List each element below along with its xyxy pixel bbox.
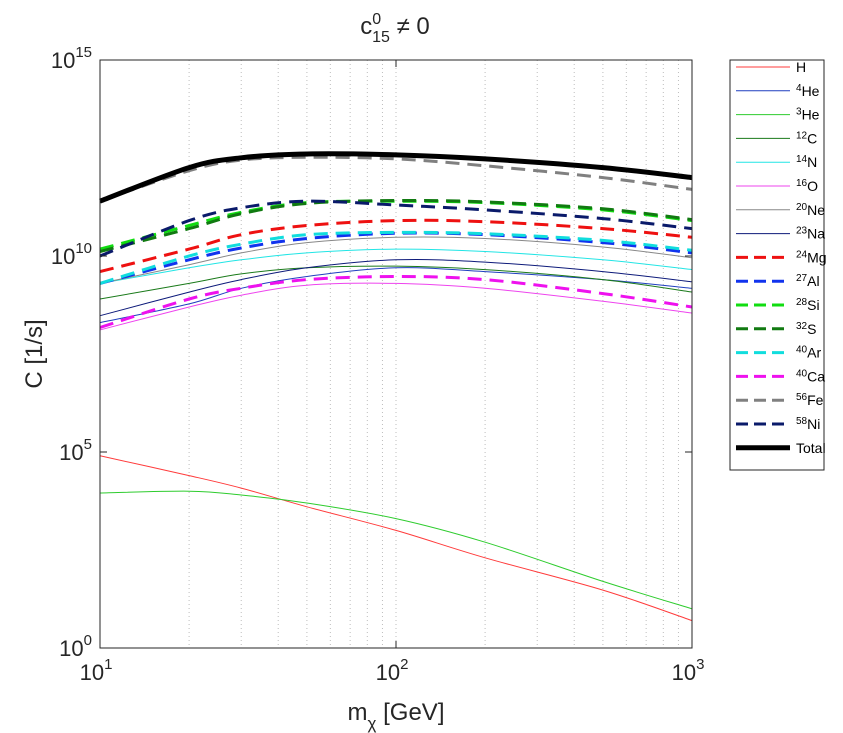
plot-area bbox=[100, 60, 692, 648]
series-line-mg-24 bbox=[99, 218, 693, 274]
x-axis-title-suffix: [GeV] bbox=[376, 699, 444, 726]
series-line-h bbox=[99, 455, 693, 622]
legend-label-h: H bbox=[796, 59, 806, 75]
y-tick-label: 1010 bbox=[51, 240, 92, 269]
legend: H 4He 3He 12C 14N 16O 20Ne 23Na 24Mg 27Al 28Si 32S 4… bbox=[729, 59, 827, 471]
legend-label-na-23: 23Na bbox=[796, 226, 825, 242]
legend-label-o-16: 16O bbox=[796, 178, 818, 194]
legend-label-total: Total bbox=[796, 440, 826, 456]
series-line-ar-40 bbox=[99, 230, 693, 285]
legend-label-s-32: 32S bbox=[796, 321, 816, 337]
y-tick-label: 100 bbox=[59, 632, 92, 661]
series-line-s-32 bbox=[99, 198, 693, 253]
x-axis-title-sub: χ bbox=[368, 714, 377, 733]
series-lines bbox=[99, 151, 693, 622]
legend-label-ca-40: 40Ca bbox=[796, 368, 825, 384]
series-line-ni-58 bbox=[99, 199, 693, 258]
x-tick-label: 101 bbox=[80, 656, 113, 685]
chart-title-sup: 0 bbox=[372, 11, 381, 28]
legend-label-si-28: 28Si bbox=[796, 297, 820, 313]
chart-title-sub: 15 bbox=[372, 29, 390, 46]
legend-label-c-12: 12C bbox=[796, 130, 817, 146]
series-line-fe-56 bbox=[99, 155, 693, 203]
y-tick-label: 105 bbox=[59, 436, 92, 465]
x-axis-title-main: m bbox=[348, 699, 368, 726]
legend-label-n-14: 14N bbox=[796, 154, 817, 170]
y-tick-label: 1015 bbox=[51, 44, 92, 73]
legend-label-fe-56: 56Fe bbox=[796, 392, 824, 408]
series-line-o-16 bbox=[99, 282, 693, 331]
legend-label-ar-40: 40Ar bbox=[796, 345, 821, 361]
series-line-c-12 bbox=[99, 265, 693, 300]
series-line-total bbox=[99, 151, 693, 204]
series-line-n-14 bbox=[99, 248, 693, 284]
y-axis-title: C [1/s] bbox=[21, 319, 48, 388]
chart-title-suffix: ≠ 0 bbox=[390, 13, 430, 40]
chart-title: c0 15 ≠ 0 bbox=[360, 11, 430, 46]
legend-label-ni-58: 58Ni bbox=[796, 416, 820, 432]
x-tick-label: 102 bbox=[376, 656, 409, 685]
series-line-ca-40 bbox=[99, 275, 693, 329]
legend-label-he-3: 3He bbox=[796, 107, 820, 123]
x-tick-label: 103 bbox=[672, 656, 705, 685]
series-line-he-3 bbox=[99, 490, 693, 610]
axis-ticks: 101 102 103 100 105 1010 1015 bbox=[51, 44, 705, 685]
series-line-na-23 bbox=[99, 258, 693, 317]
series-line-ne-20 bbox=[99, 236, 693, 284]
x-axis-title: mχ [GeV] bbox=[348, 699, 445, 733]
legend-label-al-27: 27Al bbox=[796, 273, 820, 289]
legend-label-ne-20: 20Ne bbox=[796, 202, 825, 218]
chart-title-main: c bbox=[360, 13, 372, 40]
legend-label-he-4: 4He bbox=[796, 83, 820, 99]
series-line-al-27 bbox=[99, 231, 693, 285]
legend-label-mg-24: 24Mg bbox=[796, 249, 827, 265]
